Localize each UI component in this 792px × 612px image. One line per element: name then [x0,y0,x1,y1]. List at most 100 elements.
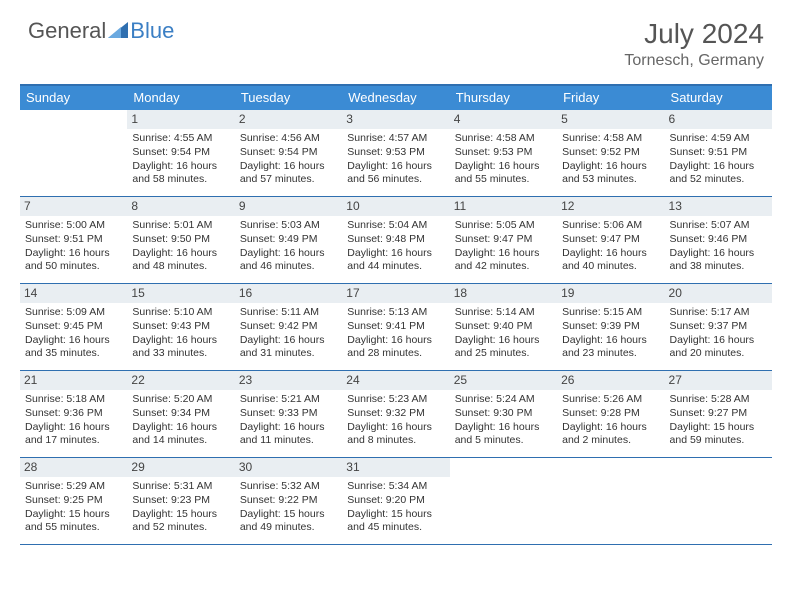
logo: General Blue [28,18,174,44]
sunrise-line: Sunrise: 4:57 AM [347,132,444,145]
sunrise-line: Sunrise: 4:58 AM [562,132,659,145]
day-number: 21 [20,371,127,390]
sunset-line: Sunset: 9:41 PM [347,320,444,333]
sunrise-line: Sunrise: 5:18 AM [25,393,122,406]
daylight-line: Daylight: 16 hours and 38 minutes. [670,247,767,273]
calendar-day: 3Sunrise: 4:57 AMSunset: 9:53 PMDaylight… [342,110,449,196]
page-title: July 2024 [624,18,764,50]
calendar-day: 16Sunrise: 5:11 AMSunset: 9:42 PMDayligh… [235,284,342,370]
calendar-week: 7Sunrise: 5:00 AMSunset: 9:51 PMDaylight… [20,197,772,284]
day-number: 10 [342,197,449,216]
day-number: 29 [127,458,234,477]
calendar-day: 19Sunrise: 5:15 AMSunset: 9:39 PMDayligh… [557,284,664,370]
sunset-line: Sunset: 9:54 PM [132,146,229,159]
sunset-line: Sunset: 9:25 PM [25,494,122,507]
sunrise-line: Sunrise: 5:07 AM [670,219,767,232]
day-number: 27 [665,371,772,390]
calendar-week: 14Sunrise: 5:09 AMSunset: 9:45 PMDayligh… [20,284,772,371]
day-number: 28 [20,458,127,477]
sunset-line: Sunset: 9:39 PM [562,320,659,333]
day-number: 8 [127,197,234,216]
day-number: 24 [342,371,449,390]
sunset-line: Sunset: 9:22 PM [240,494,337,507]
day-number: 16 [235,284,342,303]
sunset-line: Sunset: 9:49 PM [240,233,337,246]
day-number: 30 [235,458,342,477]
calendar-day: 24Sunrise: 5:23 AMSunset: 9:32 PMDayligh… [342,371,449,457]
day-number: 6 [665,110,772,129]
daylight-line: Daylight: 16 hours and 44 minutes. [347,247,444,273]
calendar-week: 21Sunrise: 5:18 AMSunset: 9:36 PMDayligh… [20,371,772,458]
weeks-container: 1Sunrise: 4:55 AMSunset: 9:54 PMDaylight… [20,110,772,545]
sunrise-line: Sunrise: 4:59 AM [670,132,767,145]
sunrise-line: Sunrise: 5:13 AM [347,306,444,319]
sunrise-line: Sunrise: 5:31 AM [132,480,229,493]
calendar: SundayMondayTuesdayWednesdayThursdayFrid… [20,84,772,545]
sunset-line: Sunset: 9:47 PM [455,233,552,246]
weekday-header: SundayMondayTuesdayWednesdayThursdayFrid… [20,86,772,110]
day-number: 12 [557,197,664,216]
sunrise-line: Sunrise: 5:00 AM [25,219,122,232]
daylight-line: Daylight: 15 hours and 49 minutes. [240,508,337,534]
daylight-line: Daylight: 16 hours and 2 minutes. [562,421,659,447]
sunrise-line: Sunrise: 5:11 AM [240,306,337,319]
calendar-day [557,458,664,544]
sunrise-line: Sunrise: 5:24 AM [455,393,552,406]
day-number: 9 [235,197,342,216]
sunrise-line: Sunrise: 5:04 AM [347,219,444,232]
sunrise-line: Sunrise: 5:32 AM [240,480,337,493]
day-number: 17 [342,284,449,303]
calendar-day: 11Sunrise: 5:05 AMSunset: 9:47 PMDayligh… [450,197,557,283]
calendar-day: 12Sunrise: 5:06 AMSunset: 9:47 PMDayligh… [557,197,664,283]
calendar-day: 31Sunrise: 5:34 AMSunset: 9:20 PMDayligh… [342,458,449,544]
sunset-line: Sunset: 9:23 PM [132,494,229,507]
daylight-line: Daylight: 16 hours and 35 minutes. [25,334,122,360]
calendar-day: 18Sunrise: 5:14 AMSunset: 9:40 PMDayligh… [450,284,557,370]
day-number: 18 [450,284,557,303]
daylight-line: Daylight: 16 hours and 28 minutes. [347,334,444,360]
sunrise-line: Sunrise: 5:05 AM [455,219,552,232]
day-number: 20 [665,284,772,303]
daylight-line: Daylight: 16 hours and 58 minutes. [132,160,229,186]
day-number: 7 [20,197,127,216]
calendar-day [450,458,557,544]
daylight-line: Daylight: 15 hours and 55 minutes. [25,508,122,534]
sunset-line: Sunset: 9:30 PM [455,407,552,420]
sunrise-line: Sunrise: 4:58 AM [455,132,552,145]
location-label: Tornesch, Germany [624,52,764,70]
weekday-label: Thursday [450,86,557,110]
calendar-day: 22Sunrise: 5:20 AMSunset: 9:34 PMDayligh… [127,371,234,457]
sunset-line: Sunset: 9:46 PM [670,233,767,246]
sunrise-line: Sunrise: 5:03 AM [240,219,337,232]
daylight-line: Daylight: 15 hours and 59 minutes. [670,421,767,447]
daylight-line: Daylight: 16 hours and 52 minutes. [670,160,767,186]
daylight-line: Daylight: 16 hours and 53 minutes. [562,160,659,186]
calendar-day: 2Sunrise: 4:56 AMSunset: 9:54 PMDaylight… [235,110,342,196]
calendar-day: 7Sunrise: 5:00 AMSunset: 9:51 PMDaylight… [20,197,127,283]
sunset-line: Sunset: 9:53 PM [455,146,552,159]
day-number: 15 [127,284,234,303]
calendar-day: 14Sunrise: 5:09 AMSunset: 9:45 PMDayligh… [20,284,127,370]
daylight-line: Daylight: 16 hours and 31 minutes. [240,334,337,360]
day-number: 4 [450,110,557,129]
sunset-line: Sunset: 9:43 PM [132,320,229,333]
sunset-line: Sunset: 9:20 PM [347,494,444,507]
day-number: 14 [20,284,127,303]
day-number: 11 [450,197,557,216]
daylight-line: Daylight: 16 hours and 11 minutes. [240,421,337,447]
calendar-day [665,458,772,544]
calendar-day: 9Sunrise: 5:03 AMSunset: 9:49 PMDaylight… [235,197,342,283]
daylight-line: Daylight: 16 hours and 57 minutes. [240,160,337,186]
calendar-day [20,110,127,196]
calendar-day: 6Sunrise: 4:59 AMSunset: 9:51 PMDaylight… [665,110,772,196]
calendar-day: 1Sunrise: 4:55 AMSunset: 9:54 PMDaylight… [127,110,234,196]
weekday-label: Wednesday [342,86,449,110]
calendar-week: 28Sunrise: 5:29 AMSunset: 9:25 PMDayligh… [20,458,772,545]
day-number: 13 [665,197,772,216]
calendar-day: 26Sunrise: 5:26 AMSunset: 9:28 PMDayligh… [557,371,664,457]
sunset-line: Sunset: 9:37 PM [670,320,767,333]
sunset-line: Sunset: 9:33 PM [240,407,337,420]
triangle-icon [108,18,128,44]
daylight-line: Daylight: 16 hours and 25 minutes. [455,334,552,360]
calendar-day: 25Sunrise: 5:24 AMSunset: 9:30 PMDayligh… [450,371,557,457]
